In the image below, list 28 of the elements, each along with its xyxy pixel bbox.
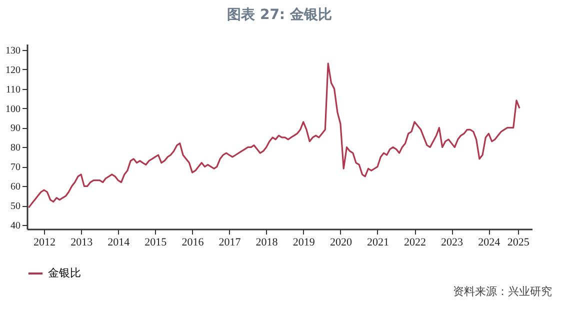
x-tick-label: 2021 — [366, 236, 389, 248]
line-series — [28, 62, 520, 208]
x-tick-label: 2016 — [182, 236, 204, 248]
x-tick-label: 2023 — [441, 236, 464, 248]
x-tick-label: 2014 — [108, 236, 130, 248]
x-tick-label: 2012 — [34, 236, 56, 248]
x-tick-label: 2015 — [144, 236, 168, 248]
y-tick-label: 50 — [10, 201, 20, 212]
y-tick-label: 60 — [10, 182, 20, 193]
chart-title: 图表 27: 金银比 — [227, 7, 332, 23]
y-tick-label: 120 — [6, 64, 20, 76]
x-tick-label: 2017 — [218, 236, 242, 248]
x-tick-label: 2019 — [292, 236, 316, 248]
text: 资料来源：兴业研究 — [453, 285, 552, 298]
y-tick-label: 80 — [10, 142, 20, 154]
x-tick-label: 2018 — [256, 236, 278, 248]
x-tick-label: 2025 — [507, 236, 530, 248]
x-tick-label: 2020 — [330, 236, 352, 248]
x-tick-label: 2013 — [70, 236, 94, 248]
legend-label: 金银比 — [48, 266, 81, 280]
x-tick-label: 2022 — [404, 236, 426, 248]
y-tick-label: 130 — [6, 45, 20, 56]
y-tick-label: 100 — [6, 104, 20, 115]
y-tick-label: 90 — [10, 123, 20, 134]
x-tick-label: 2024 — [478, 236, 501, 248]
y-tick-label: 40 — [10, 220, 20, 232]
y-tick-label: 110 — [6, 84, 20, 96]
y-tick-label: 70 — [10, 162, 20, 174]
